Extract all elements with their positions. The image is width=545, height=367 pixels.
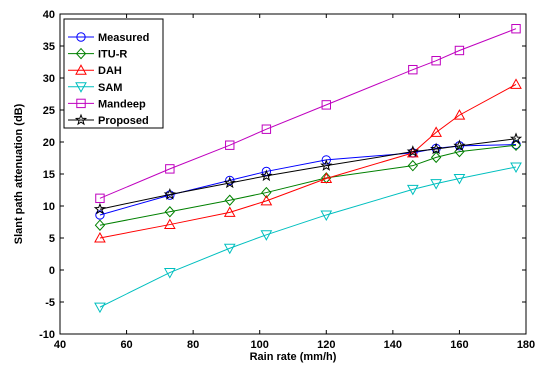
y-tick-label: 40: [43, 9, 55, 21]
series-mandeep: [95, 24, 521, 204]
data-point: [261, 124, 272, 134]
data-point: [260, 194, 273, 206]
x-axis-label: Rain rate (mm/h): [250, 351, 337, 363]
x-tick-label: 140: [384, 339, 402, 351]
data-point: [94, 302, 106, 314]
legend-label: DAH: [98, 65, 122, 77]
legend-item: ITU-R: [68, 47, 127, 61]
data-point: [93, 202, 107, 215]
legend-marker: [74, 113, 88, 126]
data-point: [510, 162, 522, 173]
y-tick-label: -5: [45, 297, 55, 309]
data-point: [321, 100, 331, 110]
series-line: [99, 28, 517, 199]
data-point: [163, 188, 176, 200]
legend-item: SAM: [68, 82, 122, 94]
legend-marker: [75, 47, 87, 60]
data-point: [406, 184, 419, 196]
legend-marker: [75, 64, 87, 75]
axis-ticks: 40 60 80 100 120 140 160 180 -10 -5 0 5 10 15 20 25 30 35…: [39, 9, 535, 351]
data-point: [260, 169, 273, 182]
legend-marker: [75, 82, 87, 93]
data-point: [431, 56, 441, 66]
legend-item: DAH: [68, 64, 122, 77]
series-line: [99, 166, 517, 308]
data-point: [95, 193, 105, 204]
data-point: [511, 24, 521, 34]
data-point: [260, 230, 273, 241]
y-tick-label: 20: [43, 137, 55, 149]
data-point: [430, 179, 442, 190]
data-point: [509, 132, 523, 145]
data-point: [261, 186, 272, 199]
legend-item: Proposed: [68, 113, 149, 127]
data-point: [408, 64, 418, 75]
data-point: [453, 139, 466, 152]
y-tick-label: 15: [43, 169, 55, 181]
y-tick-label: 35: [43, 41, 55, 53]
x-tick-label: 60: [120, 339, 132, 351]
x-tick-label: 120: [317, 339, 335, 351]
series-line: [99, 83, 517, 239]
series-sam: [94, 162, 522, 314]
x-tick-label: 160: [450, 339, 468, 351]
data-point: [94, 231, 106, 243]
data-point: [430, 151, 442, 164]
series-dah: [94, 78, 522, 243]
x-tick-label: 180: [517, 339, 535, 351]
data-point: [165, 164, 175, 174]
series-layer: [93, 24, 523, 314]
legend: Measured ITU-R DAH SAM Mandeep Proposed: [63, 18, 164, 129]
y-axis-label: Slant path attenuation (dB): [13, 103, 25, 244]
data-point: [320, 159, 333, 171]
data-point: [223, 206, 236, 217]
series-line: [99, 144, 517, 226]
data-point: [406, 145, 419, 157]
data-point: [223, 243, 236, 255]
data-point: [163, 268, 176, 279]
legend-item: Mandeep: [68, 98, 146, 110]
y-tick-label: -10: [39, 329, 55, 341]
data-point: [225, 140, 235, 150]
data-point: [407, 159, 419, 172]
series-line: [99, 138, 517, 210]
legend-label: Proposed: [98, 115, 149, 127]
legend-label: Measured: [98, 32, 149, 44]
y-tick-label: 5: [49, 233, 55, 245]
data-point: [164, 206, 176, 218]
legend-item: Measured: [68, 32, 149, 44]
data-point: [224, 194, 235, 206]
y-tick-label: 25: [43, 105, 55, 117]
data-point: [320, 172, 333, 183]
data-point: [510, 139, 522, 151]
data-point: [454, 45, 465, 56]
x-tick-label: 80: [187, 339, 199, 351]
data-point: [510, 78, 522, 89]
legend-marker: [76, 98, 86, 109]
data-point: [453, 109, 466, 120]
x-tick-label: 40: [54, 339, 66, 351]
data-point: [94, 219, 106, 231]
legend-marker: [76, 32, 86, 42]
data-point: [320, 210, 333, 221]
y-tick-label: 30: [43, 73, 55, 85]
data-point: [453, 173, 466, 185]
data-point: [223, 176, 236, 189]
legend-label: Mandeep: [98, 98, 146, 110]
legend-label: ITU-R: [98, 49, 127, 61]
data-point: [163, 218, 176, 230]
data-point: [430, 126, 442, 137]
data-point: [430, 142, 443, 155]
x-tick-label: 100: [251, 339, 269, 351]
legend-label: SAM: [98, 82, 122, 94]
series-proposed: [93, 132, 523, 215]
y-tick-label: 10: [43, 201, 55, 213]
y-tick-label: 0: [49, 265, 55, 277]
data-point: [321, 155, 331, 165]
